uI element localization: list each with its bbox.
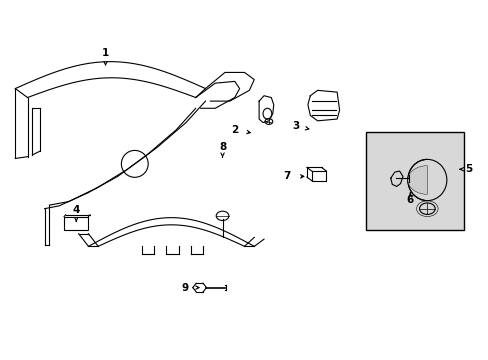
Text: 5: 5	[464, 164, 471, 174]
Text: 1: 1	[102, 48, 109, 58]
Text: 6: 6	[406, 195, 413, 205]
Text: 2: 2	[231, 125, 238, 135]
Text: 3: 3	[291, 121, 299, 131]
Text: 8: 8	[219, 142, 226, 152]
Wedge shape	[407, 166, 427, 194]
Bar	[64, 217, 88, 230]
Text: 4: 4	[72, 206, 80, 216]
Bar	[366, 132, 463, 230]
Text: 7: 7	[283, 171, 290, 181]
Text: 9: 9	[181, 283, 188, 293]
